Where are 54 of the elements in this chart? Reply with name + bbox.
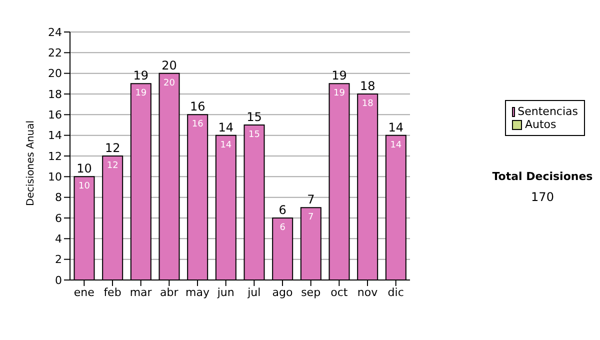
x-tick-label: oct xyxy=(330,286,348,299)
x-tick-label: ene xyxy=(74,286,95,299)
y-tick-label: 2 xyxy=(55,253,62,266)
x-tick-label: may xyxy=(186,286,210,299)
y-tick-label: 14 xyxy=(48,129,62,142)
data-label: 15 xyxy=(248,130,260,140)
data-label: 18 xyxy=(362,99,374,109)
total-label: 15 xyxy=(246,110,262,124)
total-label: 12 xyxy=(104,141,120,155)
text: Total Decisiones xyxy=(491,170,594,183)
x-tick-label: jul xyxy=(246,286,261,299)
data-label: 14 xyxy=(390,140,402,150)
total-label: 7 xyxy=(307,192,315,207)
y-tick-label: 6 xyxy=(55,212,62,225)
y-tick-label: 8 xyxy=(55,191,62,204)
legend-label: Sentencias xyxy=(518,105,578,118)
total-label: 16 xyxy=(190,100,206,114)
y-tick-label: 22 xyxy=(48,46,62,60)
data-label: 12 xyxy=(106,161,118,171)
x-tick-label: mar xyxy=(130,286,152,299)
total-label: 14 xyxy=(218,120,234,134)
total-label: 18 xyxy=(360,79,376,93)
y-tick-label: 12 xyxy=(48,150,62,163)
y-tick-label: 10 xyxy=(48,170,62,184)
total-label: 20 xyxy=(162,58,177,72)
x-tick-label: sep xyxy=(301,286,321,299)
data-label: 10 xyxy=(78,182,90,192)
x-tick-label: nov xyxy=(357,286,378,299)
total-label: 19 xyxy=(332,68,347,83)
y-tick-label: 4 xyxy=(55,232,62,246)
y-tick-label: 18 xyxy=(48,88,62,101)
total-label: 19 xyxy=(133,68,149,83)
x-tick-label: dic xyxy=(388,286,404,299)
total-label: 10 xyxy=(76,162,92,176)
data-label: 19 xyxy=(135,88,147,99)
y-tick-label: 24 xyxy=(48,26,62,39)
data-label: 14 xyxy=(220,140,232,150)
x-tick-label: jun xyxy=(216,286,234,299)
data-label: 7 xyxy=(308,212,314,223)
data-label: 19 xyxy=(334,88,346,99)
x-tick-label: feb xyxy=(104,286,122,299)
text: 170 xyxy=(530,190,555,204)
y-tick-label: 16 xyxy=(48,108,62,122)
total-label: 6 xyxy=(278,203,286,217)
data-label: 16 xyxy=(192,120,204,130)
total-label: 14 xyxy=(388,120,404,134)
data-label: 6 xyxy=(280,223,286,233)
y-tick-label: 20 xyxy=(48,67,62,80)
legend-label: Autos xyxy=(525,118,556,131)
y-axis-title: Decisiones Anual xyxy=(26,120,37,206)
y-tick-label: 0 xyxy=(55,274,62,287)
x-tick-label: abr xyxy=(160,286,179,299)
x-tick-label: ago xyxy=(272,286,293,299)
data-label: 20 xyxy=(164,78,176,88)
